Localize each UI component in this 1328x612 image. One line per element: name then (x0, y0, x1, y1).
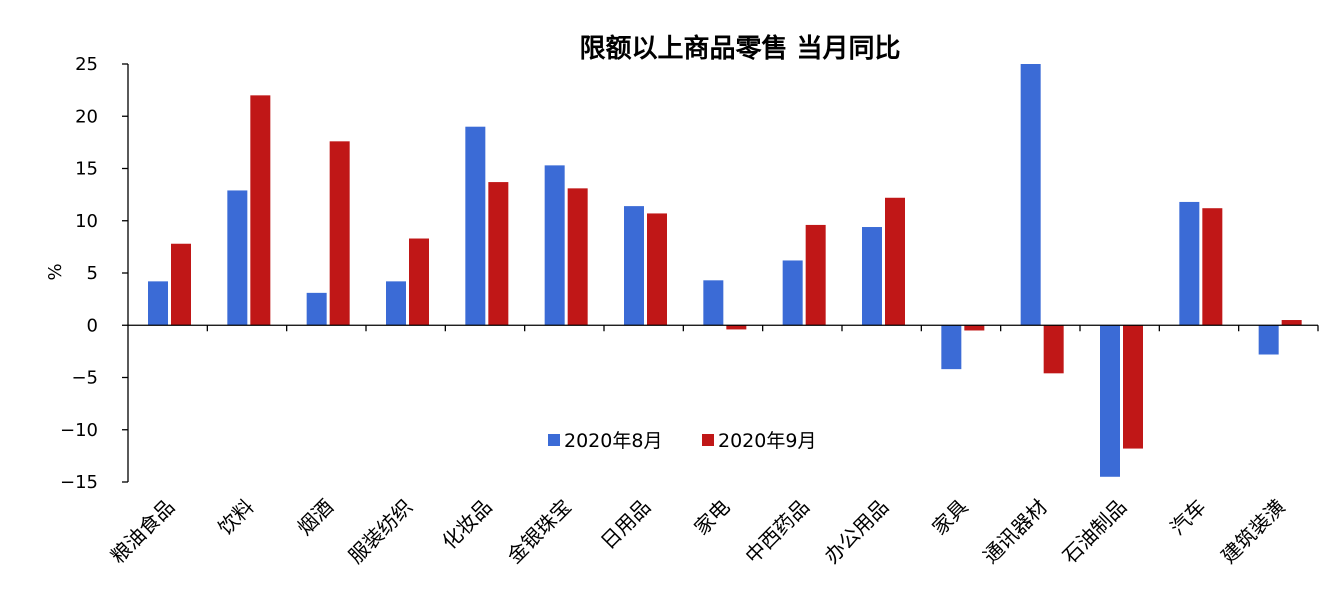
bar-series-1 (862, 227, 882, 326)
bar-series-2 (1043, 325, 1064, 374)
chart-title: 限额以上商品零售 当月同比 (579, 33, 900, 64)
bar-series-2 (250, 95, 271, 326)
x-tick-label: 家具 (927, 495, 972, 540)
bar-series-2 (567, 188, 588, 326)
bar-series-1 (703, 280, 724, 326)
bar-series-2 (409, 238, 429, 326)
bar-series-1 (306, 292, 327, 326)
x-tick-label: 办公用品 (820, 495, 894, 569)
x-tick-label: 饮料 (213, 495, 258, 540)
bar-series-1 (782, 260, 803, 326)
x-tick-label: 建筑装潢 (1216, 495, 1290, 569)
bars (148, 64, 1302, 477)
bar-series-1 (1100, 325, 1120, 477)
y-tick-label: 0 (87, 315, 98, 336)
x-tick-label: 中西药品 (740, 495, 814, 569)
x-tick-label: 服装纺织 (344, 495, 418, 569)
bar-series-2 (1123, 325, 1143, 449)
y-tick-label: −10 (60, 420, 98, 441)
x-tick-label: 通讯器材 (978, 495, 1052, 569)
legend-swatch (702, 434, 714, 446)
bar-series-1 (465, 126, 486, 326)
bar-series-2 (171, 243, 191, 326)
x-axis (128, 324, 1319, 332)
bar-series-1 (386, 281, 406, 326)
y-tick-label: 25 (75, 54, 98, 75)
x-tick-label: 石油制品 (1058, 495, 1132, 569)
bar-series-1 (227, 190, 248, 326)
y-tick-label: 5 (87, 263, 98, 284)
y-tick-label: −15 (60, 472, 98, 493)
y-tick-label: 15 (75, 159, 98, 180)
y-tick-label: 10 (75, 211, 98, 232)
bar-series-2 (964, 325, 985, 331)
bar-series-1 (1258, 325, 1279, 355)
bar-series-2 (1202, 208, 1223, 326)
bar-series-1 (1020, 64, 1041, 326)
x-tick-label: 烟酒 (293, 495, 338, 540)
bar-series-2 (488, 182, 509, 326)
bar-series-1 (148, 281, 168, 326)
legend-label: 2020年8月 (564, 430, 662, 452)
x-tick-label: 化妆品 (437, 495, 496, 554)
x-tick-label: 家电 (689, 495, 734, 540)
y-tick-label: 20 (75, 106, 98, 127)
bar-series-2 (1281, 320, 1302, 326)
legend: 2020年8月 2020年9月 (548, 430, 816, 452)
x-tick-label: 粮油食品 (106, 495, 180, 569)
bar-series-1 (941, 325, 962, 370)
legend-label: 2020年9月 (718, 430, 816, 452)
bar-series-2 (805, 224, 826, 326)
y-axis: 25 20 15 10 5 0 −5 −10 −15 (60, 54, 129, 493)
y-tick-label: −5 (71, 368, 98, 389)
category-labels: 粮油食品 饮料 烟酒 服装纺织 化妆品 金银珠宝 日用品 家电 中西药品 办公用品 家具 通讯器材 石油… (106, 495, 1290, 569)
bar-series-1 (624, 206, 644, 326)
bar-series-1 (1179, 201, 1200, 326)
bar-series-2 (726, 325, 747, 330)
bar-series-2 (885, 197, 905, 326)
x-tick-label: 汽车 (1165, 495, 1210, 540)
legend-swatch (548, 434, 560, 446)
bar-series-1 (544, 165, 565, 326)
x-tick-label: 日用品 (596, 495, 655, 554)
bar-series-2 (647, 213, 667, 326)
x-tick-label: 金银珠宝 (502, 495, 576, 569)
bar-series-2 (329, 141, 350, 326)
y-axis-label: % (45, 263, 66, 280)
